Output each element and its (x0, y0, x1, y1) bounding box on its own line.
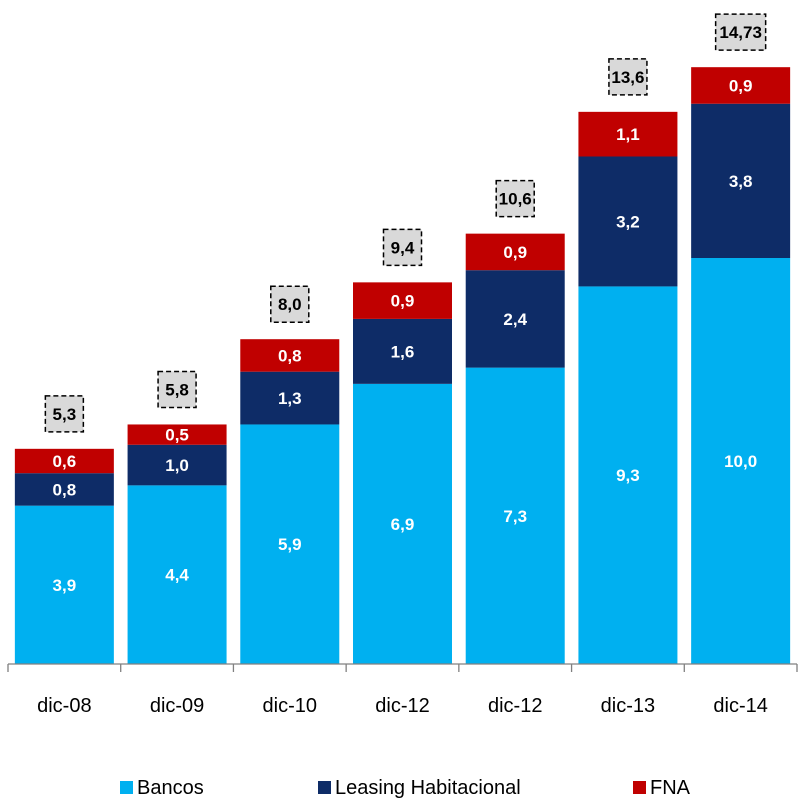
x-axis (7, 663, 798, 672)
bar-fna-1 (14, 448, 114, 474)
data-label-leasing-habitacional-4: 1,6 (391, 342, 415, 361)
data-label-bancos-4: 6,9 (391, 515, 415, 534)
legend-swatch-bancos (120, 781, 133, 794)
data-label-bancos-2: 4,4 (165, 566, 189, 585)
total-box-5 (495, 179, 535, 218)
legend: Bancos Leasing Habitacional FNA (120, 777, 691, 799)
bar-leasing-habitacional-4 (353, 318, 452, 384)
bar-leasing-habitacional-2 (127, 444, 227, 486)
category-label-2: dic-09 (150, 695, 204, 717)
bar-leasing-habitacional-5 (465, 270, 565, 368)
category-labels: dic-08 dic-09 dic-10 dic-12 dic-12 dic-13 dic-… (37, 695, 768, 717)
total-label-2: 5,8 (165, 380, 189, 399)
total-label-1: 5,3 (53, 405, 77, 424)
data-label-bancos-3: 5,9 (278, 535, 302, 554)
data-label-bancos-7: 10,0 (724, 452, 757, 471)
category-label-5: dic-12 (488, 695, 542, 717)
data-label-fna-5: 0,9 (503, 243, 527, 262)
bar-leasing-habitacional-7 (691, 103, 791, 258)
category-label-3: dic-10 (263, 695, 317, 717)
bar-leasing-habitacional-3 (240, 371, 340, 425)
legend-label-bancos: Bancos (137, 777, 204, 799)
category-label-4: dic-12 (375, 695, 429, 717)
bar-bancos-5 (465, 367, 565, 664)
total-label-6: 13,6 (611, 68, 644, 87)
data-label-leasing-habitacional-3: 1,3 (278, 389, 302, 408)
legend-label-fna: FNA (650, 777, 691, 799)
bar-fna-6 (578, 111, 678, 157)
bar-leasing-habitacional-1 (14, 473, 114, 506)
total-box-4 (382, 228, 423, 267)
data-label-leasing-habitacional-1: 0,8 (53, 480, 77, 499)
data-label-fna-4: 0,9 (391, 292, 415, 311)
bar-fna-5 (465, 233, 565, 271)
data-label-bancos-5: 7,3 (503, 507, 527, 526)
total-label-3: 8,0 (278, 295, 302, 314)
bar-bancos-4 (353, 383, 452, 664)
bar-bancos-6 (578, 286, 678, 664)
total-label-5: 10,6 (499, 190, 532, 209)
total-box-7 (714, 13, 767, 51)
data-label-leasing-habitacional-5: 2,4 (503, 310, 527, 329)
data-label-fna-7: 0,9 (729, 76, 753, 95)
bars-layer: 3,9 0,8 0,6 4,4 1,0 0,5 5,9 1,3 0,8 6,9 1,6 0,9 7,3 2… (14, 67, 791, 664)
legend-label-leasing-habitacional: Leasing Habitacional (335, 777, 521, 799)
category-label-1: dic-08 (37, 695, 91, 717)
data-label-fna-6: 1,1 (616, 125, 640, 144)
data-label-leasing-habitacional-7: 3,8 (729, 172, 753, 191)
data-label-leasing-habitacional-2: 1,0 (165, 456, 189, 475)
bar-leasing-habitacional-6 (578, 156, 678, 287)
data-label-bancos-1: 3,9 (53, 576, 77, 595)
bar-fna-4 (353, 282, 452, 319)
totals-layer: 5,3 5,8 8,0 9,4 10,6 13,6 14,73 (44, 13, 767, 433)
data-label-fna-1: 0,6 (53, 452, 77, 471)
total-box-6 (608, 58, 648, 96)
bar-bancos-2 (127, 485, 227, 664)
total-box-3 (270, 285, 310, 323)
category-label-6: dic-13 (601, 695, 655, 717)
total-box-1 (44, 395, 85, 433)
total-box-2 (157, 370, 197, 409)
data-label-leasing-habitacional-6: 3,2 (616, 212, 640, 231)
data-label-bancos-6: 9,3 (616, 466, 640, 485)
legend-swatch-leasing-habitacional (318, 781, 331, 794)
bar-fna-7 (691, 67, 791, 104)
total-label-7: 14,73 (719, 23, 762, 42)
bar-bancos-3 (240, 424, 340, 664)
total-label-4: 9,4 (391, 238, 415, 257)
bar-fna-2 (127, 424, 227, 445)
category-label-7: dic-14 (713, 695, 767, 717)
data-label-fna-2: 0,5 (165, 426, 189, 445)
legend-swatch-fna (633, 781, 646, 794)
bar-bancos-1 (14, 505, 114, 664)
data-label-fna-3: 0,8 (278, 346, 302, 365)
bar-fna-3 (240, 339, 340, 372)
bar-bancos-7 (691, 258, 791, 664)
